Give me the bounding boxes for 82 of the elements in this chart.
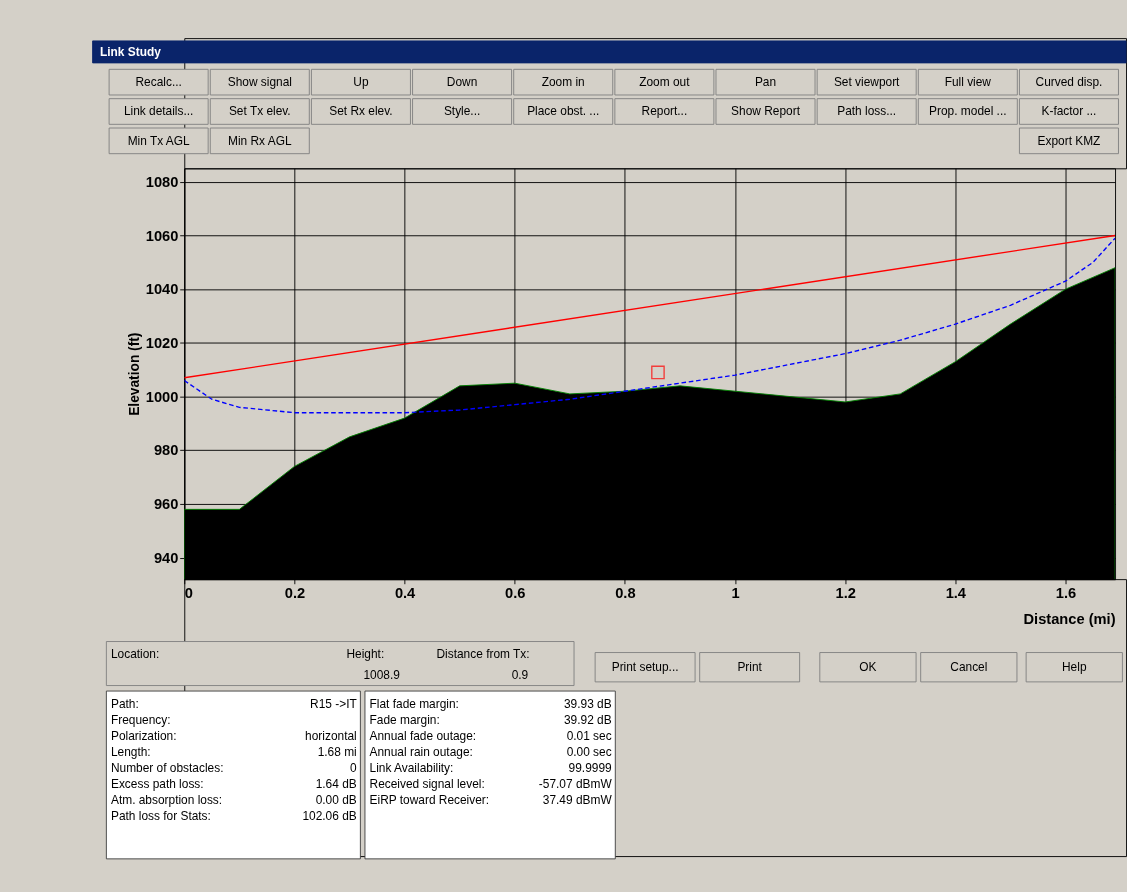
text: 0.01 sec [566,728,612,743]
y-tick-label: 980 [153,442,179,459]
text: 0.00 sec [566,744,612,759]
text: Export KMZ [1037,133,1101,148]
x-tick-label: 1.6 [1055,584,1077,601]
text: Annual fade outage: [369,728,477,743]
text: 39.93 dB [563,696,612,711]
text: Zoom out [639,74,691,89]
y-tick-label: 940 [153,549,179,566]
text: Received signal level: [369,776,485,791]
y-tick-label: 1080 [145,173,179,190]
x-tick-label: 0.8 [615,584,636,601]
text: Annual rain outage: [369,744,473,759]
text: OK [859,659,877,674]
text: Recalc... [135,74,182,89]
y-axis-title: Elevation (ft) [127,332,143,416]
x-tick-label: 0.6 [505,584,526,601]
text: Path loss for Stats: [110,808,211,823]
x-tick-label: 1.2 [835,584,856,601]
text: 1008.9 [363,668,401,683]
text: 1.64 dB [315,776,357,791]
text: Link details... [123,104,194,119]
text: Number of obstacles: [110,760,224,775]
text: Frequency: [110,712,171,727]
text: Min Tx AGL [127,133,191,148]
text: Link Availability: [369,760,454,775]
text: Show Report [731,104,801,119]
x-tick-label: 1.4 [945,584,967,601]
chart-title: Link Study [99,44,162,59]
text: R15 ->IT [310,696,357,711]
text: Polarization: [110,728,177,743]
text: 1.68 mi [317,744,357,759]
x-axis-title: Distance (mi) [1023,610,1116,627]
x-tick-label: 0 [184,584,193,601]
text: Style... [443,104,481,119]
text: Distance from Tx: [436,647,530,662]
text: Up [353,74,369,89]
text: Location: [110,647,160,662]
text: Length: [110,744,151,759]
text: 99.9999 [568,760,613,775]
text: 102.06 dB [302,808,357,823]
text: -57.07 dBmW [538,776,613,791]
text: 0.00 dB [315,792,357,807]
text: EiRP toward Receiver: [369,792,490,807]
text: K-factor ... [1041,104,1097,119]
y-tick-label: 1040 [145,281,179,298]
y-tick-label: 1020 [145,334,179,351]
text: 0 [350,760,358,775]
text: horizontal [305,728,357,743]
x-tick-label: 0.2 [284,584,306,601]
text: 0.9 [511,668,529,683]
text: Set Rx elev. [329,104,393,119]
text: 37.49 dBmW [542,792,613,807]
text: Flat fade margin: [369,696,459,711]
x-tick-label: 1 [731,584,740,601]
text: Report... [641,104,688,119]
text: Pan [754,74,777,89]
text: Print [737,659,763,674]
text: Down [446,74,478,89]
text: Atm. absorption loss: [110,792,223,807]
text: 39.92 dB [563,712,612,727]
text: Place obst. ... [527,104,600,119]
text: Set viewport [833,74,901,89]
x-tick-label: 0.4 [394,584,417,601]
y-tick-label: 960 [153,496,179,513]
text: Show signal [227,74,292,89]
text: Min Rx AGL [228,133,292,148]
text: Curved disp. [1035,74,1103,89]
y-tick-label: 1060 [145,227,179,244]
text: Path: [110,696,139,711]
text: Cancel [950,659,988,674]
text: Help [1062,659,1087,674]
y-tick-label: 1000 [145,388,179,405]
text: Full view [944,74,992,89]
text: Zoom in [541,74,585,89]
text: Path loss... [837,104,897,119]
text: Set Tx elev. [228,104,291,119]
text: Excess path loss: [110,776,204,791]
text: Fade margin: [369,712,440,727]
text: Prop. model ... [929,104,1007,119]
text: Print setup... [611,659,679,674]
text: Height: [346,647,385,662]
